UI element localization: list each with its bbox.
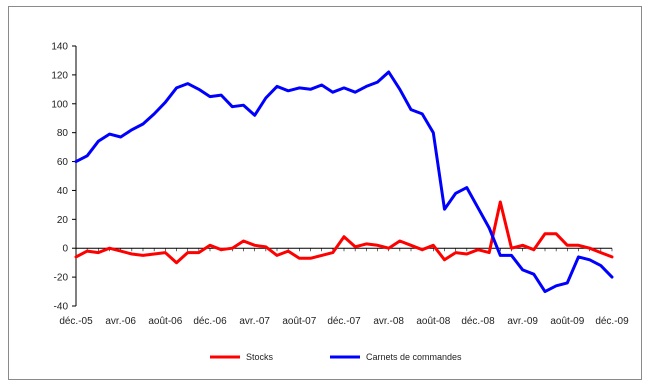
y-tick-label: -40 [54,302,69,313]
x-tick-label: déc.-05 [59,316,93,327]
x-tick-label: août-07 [282,316,316,327]
y-tick-label: -20 [54,273,69,284]
legend-label-carnets-de-commandes: Carnets de commandes [366,352,462,362]
y-tick-label: 100 [51,99,68,110]
y-tick-label: 40 [57,186,69,197]
y-tick-label: 60 [57,157,69,168]
x-tick-label: août-09 [550,316,584,327]
x-tick-label: août-08 [416,316,450,327]
legend: Stocks Carnets de commandes [210,352,462,362]
x-tick-label: déc.-06 [193,316,227,327]
axes: -40 -20 0 20 40 60 80 100 120 140 déc.-05 avr.-06 ao… [51,42,629,328]
x-tick-label: août-06 [148,316,182,327]
x-tick-label: avr.-07 [239,316,270,327]
y-tick-label: 0 [62,244,68,255]
x-tick-label: déc.-09 [595,316,629,327]
x-tick-label: déc.-08 [461,316,495,327]
x-tick-label: déc.-07 [327,316,361,327]
y-tick-label: 80 [57,128,69,139]
chart-frame [8,6,642,380]
legend-label-stocks: Stocks [246,352,274,362]
y-tick-label: 140 [51,42,68,53]
y-tick-label: 20 [57,215,69,226]
series-line-carnets-de-commandes [74,70,614,294]
y-tick-label: 120 [51,70,68,81]
x-tick-label: avr.-09 [507,316,538,327]
series-line-stocks [74,200,614,265]
series-lines [74,70,614,294]
x-tick-label: avr.-08 [373,316,404,327]
x-tick-label: avr.-06 [105,316,136,327]
